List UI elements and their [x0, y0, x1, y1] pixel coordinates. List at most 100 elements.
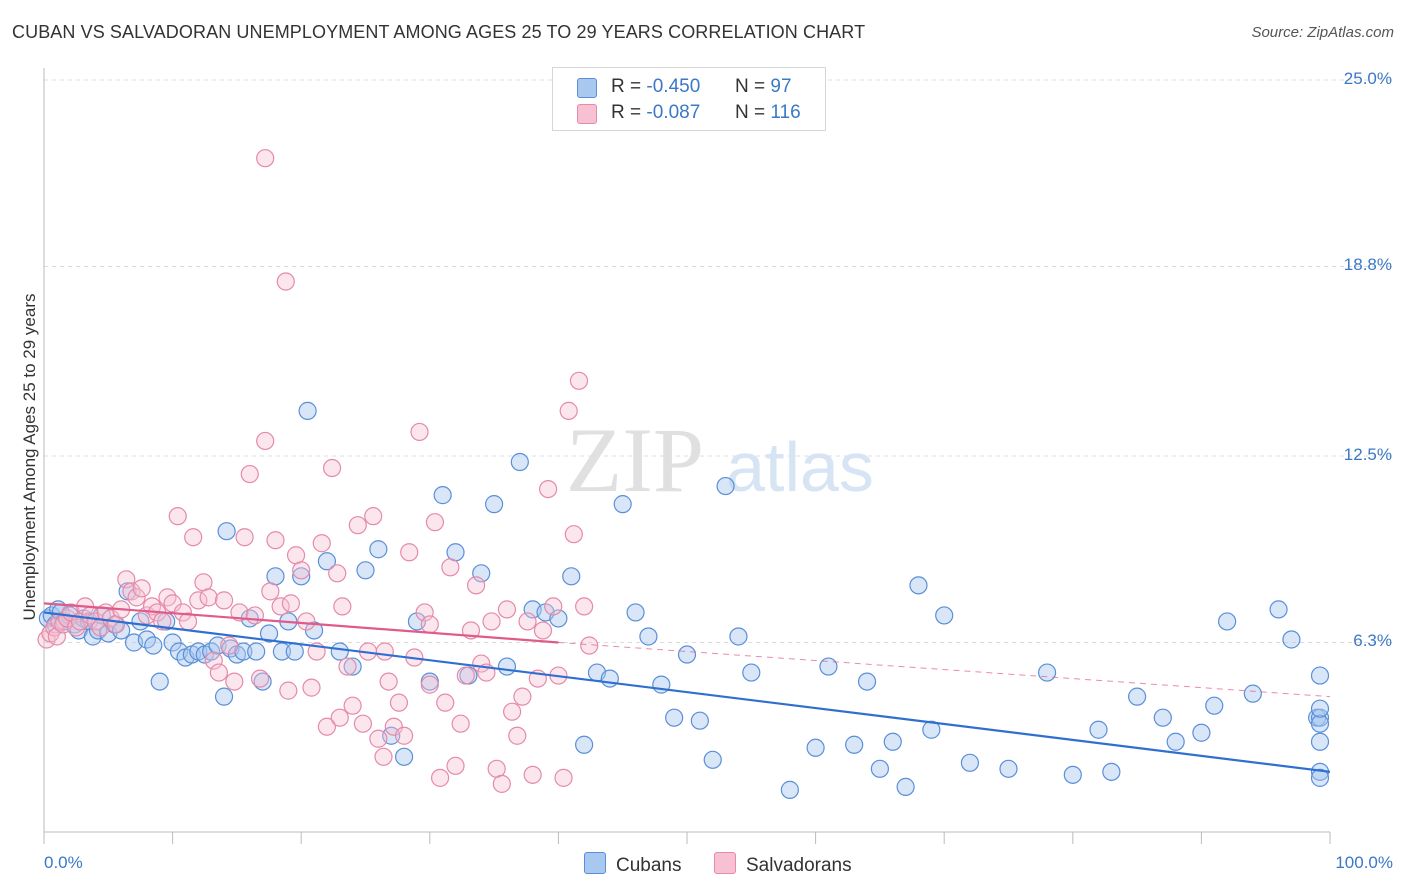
- series-salvadorans: [37, 149, 599, 793]
- data-point: [286, 546, 306, 565]
- data-point: [857, 672, 877, 691]
- data-point: [1037, 663, 1057, 682]
- data-point: [272, 642, 292, 661]
- trend-line-extension-salvadorans: [558, 641, 1331, 698]
- bottom-legend-label-cubans: Cubans: [616, 855, 682, 876]
- data-point: [1102, 762, 1121, 781]
- data-point: [845, 735, 864, 754]
- data-point: [394, 726, 414, 745]
- data-point: [343, 657, 362, 676]
- data-point: [1205, 696, 1224, 715]
- data-point: [410, 422, 429, 442]
- data-point: [144, 636, 163, 655]
- data-point: [1310, 699, 1330, 718]
- data-point: [117, 570, 136, 589]
- data-point: [184, 528, 203, 547]
- data-point: [677, 645, 697, 664]
- data-point: [163, 633, 182, 652]
- data-point: [389, 693, 409, 712]
- data-point: [317, 717, 337, 736]
- data-point: [333, 597, 352, 616]
- data-point: [425, 513, 445, 532]
- data-point: [446, 756, 465, 775]
- data-point: [322, 458, 342, 478]
- data-point: [256, 431, 275, 451]
- data-point: [379, 672, 398, 691]
- data-point: [256, 149, 275, 168]
- bottom-swatch-salvadorans: [714, 852, 736, 874]
- data-point: [935, 606, 954, 625]
- legend-n-value-salvadorans: 116: [770, 102, 801, 123]
- legend-r-label: R =: [611, 76, 642, 97]
- data-point: [575, 735, 594, 754]
- data-point: [217, 522, 236, 541]
- data-point: [870, 759, 890, 778]
- data-point: [250, 669, 270, 688]
- data-point: [1153, 708, 1172, 727]
- data-point: [209, 663, 228, 682]
- data-point: [394, 747, 414, 766]
- data-point: [513, 687, 532, 706]
- data-point: [127, 588, 146, 607]
- data-point: [292, 567, 311, 586]
- data-point: [716, 476, 735, 496]
- data-point: [466, 576, 486, 595]
- data-point: [364, 507, 383, 526]
- data-point: [214, 591, 234, 610]
- trend-line-cubans: [43, 611, 1331, 773]
- data-point: [356, 561, 375, 580]
- axes: [43, 68, 1331, 844]
- data-point: [235, 528, 254, 547]
- data-point: [909, 576, 928, 595]
- series-cubans: [38, 401, 1330, 799]
- data-point: [400, 543, 419, 562]
- data-point: [261, 582, 280, 601]
- data-point: [569, 371, 589, 390]
- data-point: [690, 711, 709, 730]
- data-point: [369, 540, 388, 559]
- data-point: [279, 681, 298, 700]
- data-point: [1089, 720, 1108, 739]
- data-point: [999, 759, 1018, 778]
- data-point: [247, 642, 266, 661]
- watermark: ZIP atlas: [566, 409, 874, 511]
- bottom-swatch-cubans: [584, 852, 606, 874]
- data-point: [163, 594, 182, 613]
- trend-lines: [43, 602, 1331, 773]
- data-point: [780, 780, 799, 799]
- data-point: [348, 516, 367, 535]
- legend-r-label: R =: [611, 102, 642, 123]
- data-point: [1310, 768, 1330, 787]
- data-point: [199, 588, 218, 607]
- legend-r-value-salvadorans: -0.087: [646, 102, 701, 123]
- data-point: [451, 714, 470, 733]
- trend-line-salvadorans: [43, 602, 559, 644]
- data-point: [508, 726, 527, 745]
- bottom-legend-label-salvadorans: Salvadorans: [746, 855, 852, 876]
- data-point: [253, 672, 272, 691]
- data-point: [225, 672, 244, 691]
- data-point: [613, 495, 632, 514]
- data-point: [523, 765, 542, 784]
- data-point: [819, 657, 838, 676]
- data-point: [539, 479, 558, 499]
- data-point: [518, 612, 537, 631]
- data-point: [703, 750, 722, 769]
- data-point: [230, 603, 249, 622]
- data-point: [487, 759, 506, 778]
- data-point: [665, 708, 684, 727]
- data-point: [472, 564, 491, 583]
- data-point: [420, 615, 439, 634]
- data-point: [729, 627, 748, 646]
- data-point: [369, 729, 388, 748]
- data-point: [1269, 600, 1288, 619]
- data-point: [384, 717, 403, 736]
- x-tick-min: 0.0%: [44, 853, 83, 872]
- data-point: [580, 636, 599, 655]
- data-point: [883, 732, 902, 751]
- data-point: [150, 672, 169, 691]
- data-point: [960, 753, 980, 772]
- data-point: [292, 561, 311, 580]
- data-point: [1310, 714, 1330, 733]
- data-point: [600, 669, 619, 688]
